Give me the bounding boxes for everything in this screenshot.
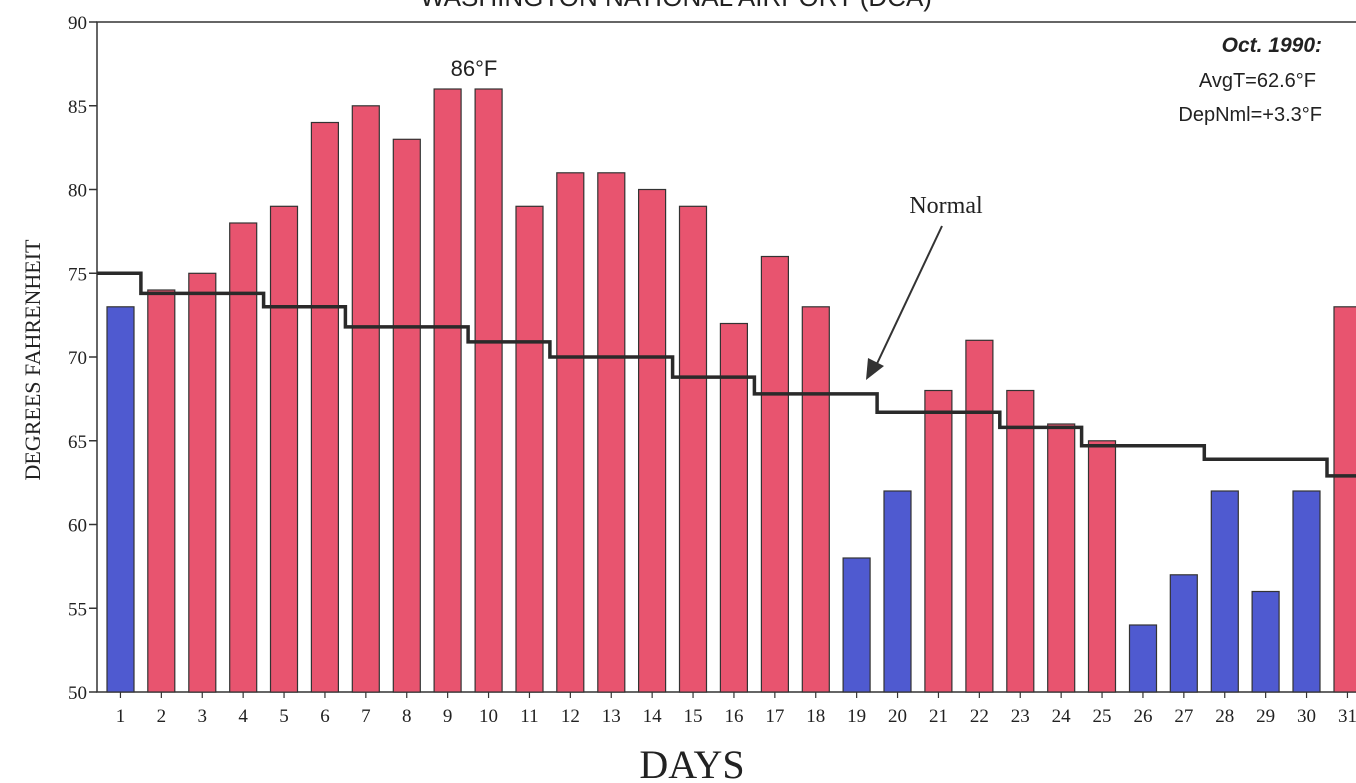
x-tick-label-25: 25 xyxy=(1093,706,1112,727)
summary-annotation: Oct. 1990: AvgT=62.6°F DepNml=+3.3°F xyxy=(1178,34,1322,126)
bar-day-13 xyxy=(597,172,626,693)
x-tick-label-22: 22 xyxy=(970,706,989,727)
y-tick-label-75: 75 xyxy=(68,264,87,285)
bar-day-11 xyxy=(515,205,544,693)
x-tick-label-12: 12 xyxy=(561,706,580,727)
bar-day-9 xyxy=(433,88,462,693)
x-tick-label-9: 9 xyxy=(443,706,453,727)
avg-temperature-label: AvgT=62.6°F xyxy=(1199,70,1316,92)
x-tick-label-28: 28 xyxy=(1215,706,1234,727)
y-tick-label-85: 85 xyxy=(68,97,87,118)
bar-day-19 xyxy=(842,557,871,693)
x-tick-label-18: 18 xyxy=(806,706,825,727)
x-tick-label-14: 14 xyxy=(643,706,663,727)
bar-day-24 xyxy=(1047,423,1076,693)
bar-day-25 xyxy=(1087,440,1117,693)
bar-day-17 xyxy=(760,255,790,693)
x-tick-label-16: 16 xyxy=(724,706,743,727)
bar-day-18 xyxy=(801,306,830,693)
x-tick-label-21: 21 xyxy=(929,706,948,727)
bar-day-8 xyxy=(392,138,421,693)
bars-layer xyxy=(106,88,1356,693)
bar-day-6 xyxy=(310,121,339,693)
x-tick-label-23: 23 xyxy=(1011,706,1030,727)
bar-day-21 xyxy=(924,389,953,693)
normal-arrow xyxy=(866,225,943,380)
bar-day-3 xyxy=(188,272,217,693)
x-tick-label-11: 11 xyxy=(520,706,538,727)
x-tick-label-2: 2 xyxy=(157,706,167,727)
y-tick-label-60: 60 xyxy=(68,516,87,537)
x-tick-label-24: 24 xyxy=(1052,706,1072,727)
x-tick-label-1: 1 xyxy=(116,706,126,727)
x-tick-label-31: 31 xyxy=(1338,706,1356,727)
bar-day-5 xyxy=(269,205,299,693)
bar-day-10 xyxy=(474,88,503,693)
bar-day-30 xyxy=(1292,490,1321,693)
bar-day-22 xyxy=(965,339,994,693)
bar-day-26 xyxy=(1128,624,1158,693)
bar-day-20 xyxy=(883,490,912,693)
departure-label: DepNml=+3.3°F xyxy=(1178,104,1322,126)
y-tick-label-55: 55 xyxy=(68,599,87,620)
normal-line-layer xyxy=(97,271,1356,478)
bar-day-16 xyxy=(719,322,749,693)
x-tick-label-5: 5 xyxy=(279,706,289,727)
x-tick-label-17: 17 xyxy=(765,706,784,727)
bar-day-7 xyxy=(351,105,380,693)
bar-day-31 xyxy=(1333,306,1356,693)
normal-label: Normal xyxy=(909,193,983,219)
y-axis: 50 55 60 65 70 75 80 85 90 xyxy=(68,13,97,704)
bar-day-23 xyxy=(1006,389,1035,693)
y-tick-label-65: 65 xyxy=(68,432,87,453)
x-tick-label-3: 3 xyxy=(198,706,208,727)
bar-day-2 xyxy=(147,289,176,693)
y-tick-label-70: 70 xyxy=(68,348,87,369)
bar-day-12 xyxy=(556,172,585,693)
x-tick-label-7: 7 xyxy=(361,706,371,727)
peak-temperature-label: 86°F xyxy=(451,56,498,81)
bar-day-1 xyxy=(106,306,135,693)
normal-step-line xyxy=(97,271,1356,478)
bar-day-28 xyxy=(1210,490,1239,693)
bar-day-14 xyxy=(637,188,667,693)
x-tick-label-19: 19 xyxy=(847,706,866,727)
x-tick-label-20: 20 xyxy=(888,706,907,727)
x-tick-label-4: 4 xyxy=(238,706,248,727)
x-tick-label-15: 15 xyxy=(684,706,703,727)
period-label: Oct. 1990: xyxy=(1222,34,1322,57)
x-axis: 1 2 3 4 5 6 7 8 9 10 11 12 13 14 15 16 17 18 19 20 21 22 23 24 2… xyxy=(116,692,1356,727)
y-tick-label-90: 90 xyxy=(68,13,87,34)
x-tick-label-30: 30 xyxy=(1297,706,1316,727)
y-axis-title: DEGREES FAHRENHEIT xyxy=(20,239,45,481)
x-tick-label-6: 6 xyxy=(320,706,330,727)
y-tick-label-50: 50 xyxy=(68,683,87,704)
x-tick-label-8: 8 xyxy=(402,706,412,727)
x-tick-label-13: 13 xyxy=(602,706,621,727)
x-tick-label-29: 29 xyxy=(1256,706,1275,727)
chart-title: WASHINGTON NATIONAL AIRPORT (DCA) xyxy=(420,0,932,12)
x-axis-title: DAYS xyxy=(639,742,744,783)
bar-day-29 xyxy=(1251,590,1280,693)
x-tick-label-27: 27 xyxy=(1174,706,1193,727)
bar-day-27 xyxy=(1169,574,1198,693)
y-tick-label-80: 80 xyxy=(68,181,87,202)
bar-day-15 xyxy=(678,205,708,693)
x-tick-label-26: 26 xyxy=(1133,706,1152,727)
x-tick-label-10: 10 xyxy=(479,706,498,727)
